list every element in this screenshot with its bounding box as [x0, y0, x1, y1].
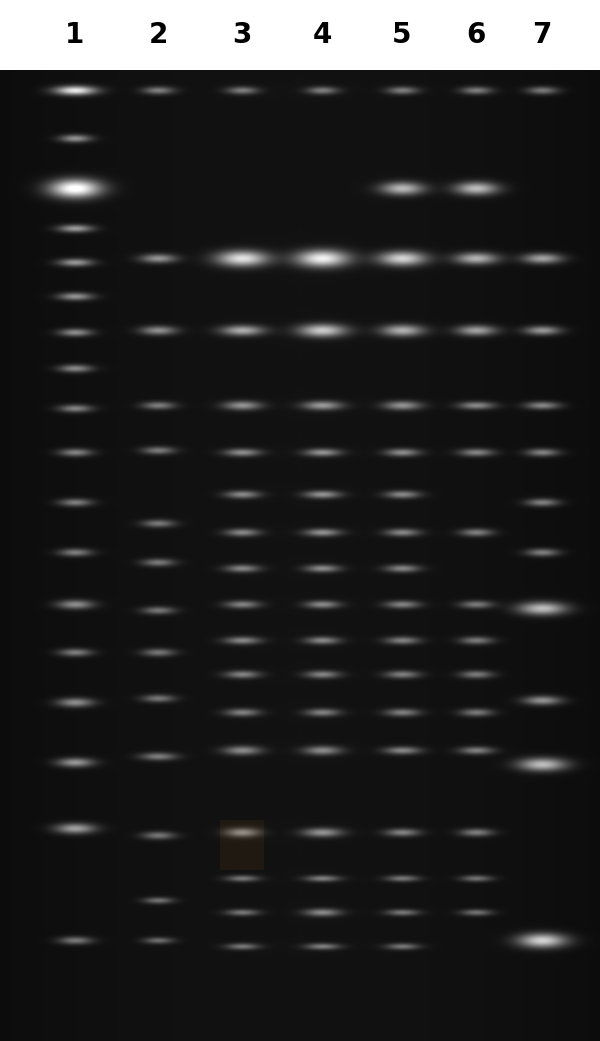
- Text: 7: 7: [532, 21, 551, 49]
- Text: 4: 4: [313, 21, 332, 49]
- Text: 2: 2: [148, 21, 167, 49]
- Text: 3: 3: [232, 21, 251, 49]
- Text: 1: 1: [65, 21, 85, 49]
- Text: 6: 6: [466, 21, 485, 49]
- Text: 5: 5: [392, 21, 412, 49]
